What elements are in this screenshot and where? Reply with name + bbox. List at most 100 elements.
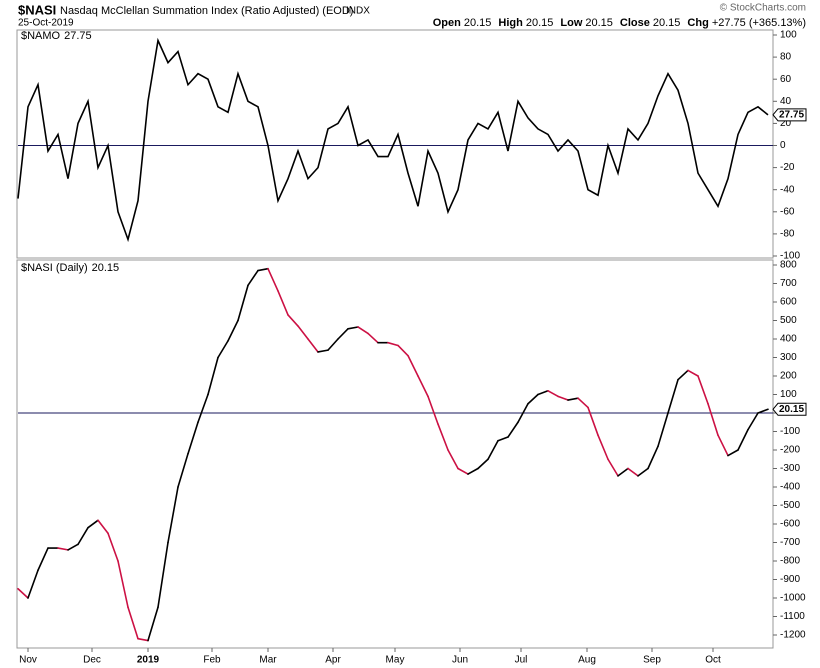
line-segment (17, 587, 29, 599)
line-segment (437, 423, 449, 451)
line-segment (367, 332, 379, 344)
y-tick-label: -200 (780, 445, 800, 456)
line-segment (647, 445, 659, 470)
line-segment (447, 449, 459, 470)
line-segment (657, 412, 669, 448)
line-segment (757, 408, 769, 414)
y-tick-label: 0 (780, 140, 786, 151)
y-tick-label: 300 (780, 352, 797, 363)
line-segment (277, 290, 289, 316)
y-tick-label: -1100 (780, 611, 805, 622)
line-segment (337, 328, 349, 340)
quote-value: 20.15 (653, 17, 681, 29)
x-tick-label: Dec (83, 655, 101, 666)
x-tick-label: Feb (203, 655, 221, 666)
line-segment (597, 434, 609, 461)
symbol: $NASI (18, 2, 56, 17)
line-segment (677, 369, 689, 381)
line-segment (247, 269, 259, 287)
value-tag (772, 402, 807, 416)
line-segment (727, 449, 739, 457)
line-segment (537, 389, 549, 396)
line-segment (497, 436, 509, 442)
line-segment (187, 421, 199, 455)
y-tick-label: -60 (780, 206, 795, 217)
line-segment (387, 341, 399, 347)
line-segment (637, 467, 649, 477)
x-tick-label: Mar (259, 655, 277, 666)
line-segment (317, 349, 329, 353)
y-tick-label: -400 (780, 482, 800, 493)
line-segment (457, 467, 469, 475)
line-segment (107, 532, 119, 562)
quote-label: Chg (687, 17, 708, 29)
line-segment (567, 397, 579, 401)
line-series (17, 37, 769, 243)
y-tick-label: 400 (780, 334, 797, 345)
y-tick-label: 80 (780, 52, 792, 63)
quote-label: Low (560, 17, 582, 29)
line-segment (177, 452, 189, 488)
line-segment (237, 284, 249, 322)
y-tick-label: -600 (780, 519, 800, 530)
panel-label: $NAMO 27.75 (21, 30, 92, 42)
line-segment (717, 434, 729, 457)
line-segment (487, 439, 499, 461)
line-segment (257, 267, 269, 272)
x-tick-label: Jun (452, 655, 468, 666)
line-segment (147, 606, 159, 642)
panel-value: 20.15 (92, 262, 120, 274)
line-segment (287, 314, 299, 327)
x-tick-label: Sep (643, 655, 661, 666)
line-segment (37, 547, 49, 572)
y-tick-label: 200 (780, 371, 797, 382)
y-tick-label: -300 (780, 463, 800, 474)
line-segment (127, 606, 139, 640)
line-segment (507, 421, 519, 438)
line-segment (557, 395, 569, 401)
y-tick-label: -900 (780, 574, 800, 585)
y-tick-label: -20 (780, 162, 795, 173)
x-tick-label: May (386, 655, 405, 666)
y-tick-label: 60 (780, 74, 792, 85)
line-segment (417, 375, 429, 398)
line-segment (157, 541, 169, 609)
y-tick-label: -100 (780, 251, 800, 262)
line-segment (607, 458, 619, 477)
y-tick-label: 500 (780, 315, 797, 326)
date: 25-Oct-2019 (18, 18, 74, 29)
line-segment (467, 467, 479, 475)
line-segment (217, 340, 229, 359)
x-tick-label: Jul (515, 655, 528, 666)
line-segment (737, 428, 749, 451)
y-tick-label: 800 (780, 260, 797, 271)
y-tick-label: 600 (780, 297, 797, 308)
line-segment (207, 356, 219, 396)
line-segment (347, 326, 359, 330)
line-segment (167, 486, 179, 544)
value-tag (772, 108, 807, 122)
line-segment (67, 543, 79, 551)
y-tick-label: 100 (780, 30, 797, 41)
panel-frame (16, 259, 774, 649)
quote-value: 20.15 (464, 17, 492, 29)
y-tick-label: 100 (780, 389, 797, 400)
y-tick-label: 20 (780, 118, 792, 129)
panel-name: $NAMO (21, 30, 61, 42)
line-segment (687, 369, 699, 377)
value-tag-label: 27.75 (779, 109, 804, 120)
line-segment (327, 338, 339, 351)
y-tick-label: -800 (780, 556, 800, 567)
line-segment (517, 402, 529, 424)
y-tick-label: -80 (780, 229, 795, 240)
line-segment (577, 397, 589, 409)
y-tick-label: 700 (780, 278, 797, 289)
x-tick-label: Nov (19, 655, 37, 666)
line-segment (227, 319, 239, 342)
line-segment (697, 375, 709, 405)
x-tick-label: Apr (325, 655, 341, 666)
y-tick-label: -700 (780, 537, 800, 548)
y-tick-label: -500 (780, 500, 800, 511)
x-tick-label: Oct (705, 655, 721, 666)
